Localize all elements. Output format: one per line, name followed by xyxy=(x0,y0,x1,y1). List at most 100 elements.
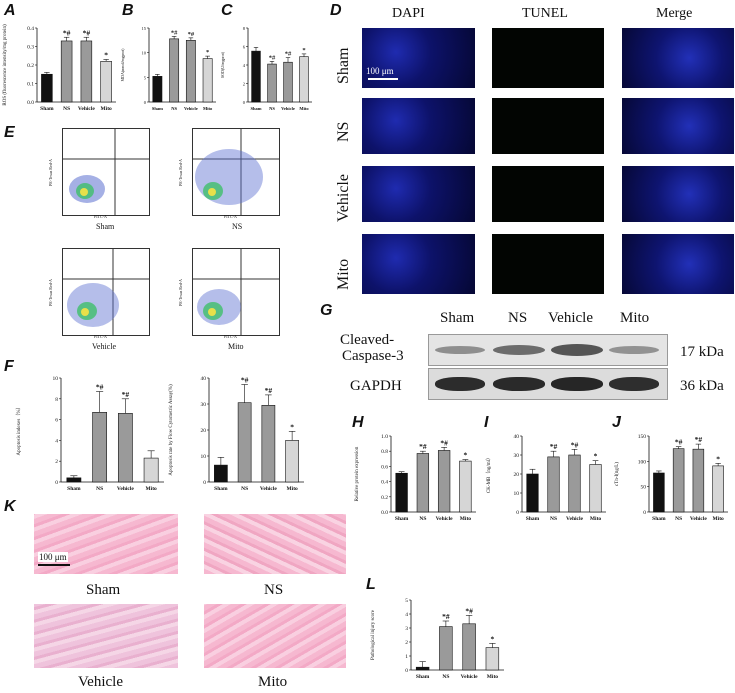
bar-sham xyxy=(653,472,665,513)
micro-vehicle-merge xyxy=(622,166,734,222)
micro-vehicle-dapi xyxy=(362,166,475,222)
panel-label-k: K xyxy=(4,498,16,515)
panel-label-l: L xyxy=(366,576,376,593)
y-tick-label: 2 xyxy=(405,640,408,646)
y-tick-label: 30 xyxy=(514,453,520,459)
y-axis-label: cTn-I(ng/L) xyxy=(615,462,620,486)
pathological-score-bar-chart: 0 1 2 3 4 5 Pathological injury score Sham NS *# V… xyxy=(371,598,504,680)
micro-ns-tunel xyxy=(492,98,604,154)
wb-band-sham-gapdh xyxy=(435,377,485,391)
y-tick-label: 40 xyxy=(514,434,520,440)
y-tick-label: 20 xyxy=(201,428,207,434)
y-tick-label: 4 xyxy=(243,63,246,68)
y-tick-label: 0.1 xyxy=(27,82,34,88)
y-tick-label: 4 xyxy=(55,438,58,444)
ctni-bar-chart: 0 50 100 150 cTn-I(ng/L) Sham NS *# Vehicle *# Mit… xyxy=(615,434,728,522)
bar-vehicle xyxy=(692,448,705,513)
wb-lane-vehicle: Vehicle xyxy=(548,310,593,326)
significance-mark: * xyxy=(104,50,108,59)
bar-ns xyxy=(416,453,430,513)
bar-mito xyxy=(712,465,724,513)
y-tick-label: 0.4 xyxy=(27,26,34,32)
y-axis-label: Relative protein expression xyxy=(355,446,360,501)
scale-bar xyxy=(368,78,398,80)
x-tick-label: Sham xyxy=(67,486,81,492)
x-tick-label: Vehicle xyxy=(184,106,198,111)
y-axis-label: SOD(U/mgprot) xyxy=(220,51,225,78)
bar-vehicle xyxy=(437,450,451,513)
x-tick-label: Vehicle xyxy=(690,516,707,522)
significance-mark: *# xyxy=(171,29,178,36)
flow-yaxis-sham: PE-Texas Red-A xyxy=(48,159,53,186)
y-tick-label: 10 xyxy=(514,491,520,497)
significance-mark: *# xyxy=(440,438,448,447)
flow-xaxis-ns: FITC-A xyxy=(224,214,237,219)
y-tick-label: 5 xyxy=(144,75,147,80)
bar-sham xyxy=(152,76,163,103)
he-label-mito: Mito xyxy=(258,674,288,690)
wb-kda-caspase: 17 kDa xyxy=(680,344,724,360)
x-tick-label: Vehicle xyxy=(566,516,583,522)
y-axis-label: CK-MB（ng/ml） xyxy=(486,455,492,493)
y-tick-label: 0.3 xyxy=(27,45,34,51)
panel-label-f: F xyxy=(4,358,14,375)
bar-ns xyxy=(547,456,560,513)
mda-bar-chart: 0 5 10 15 MDA(nmol/mgprot) Sham NS *# Vehicle *# M… xyxy=(120,26,216,111)
y-axis-label: Apoptosis rate by Flow Cytometric Assay(… xyxy=(169,384,174,476)
significance-mark: *# xyxy=(63,28,71,37)
x-tick-label: Vehicle xyxy=(281,106,295,111)
x-tick-label: Mito xyxy=(203,106,213,111)
wb-lane-sham: Sham xyxy=(440,310,475,326)
y-tick-label: 4 xyxy=(405,612,408,618)
bar-mito xyxy=(459,460,472,513)
bar-sham xyxy=(251,50,261,103)
bar-sham xyxy=(214,464,228,483)
y-tick-label: 0 xyxy=(243,100,246,105)
y-tick-label: 10 xyxy=(201,454,207,460)
y-tick-label: 0.6 xyxy=(381,464,388,470)
bar-vehicle xyxy=(261,404,276,483)
bar-vehicle xyxy=(462,623,476,671)
panel-label-h: H xyxy=(352,414,364,431)
y-tick-label: 0 xyxy=(203,480,206,486)
x-tick-label: Sham xyxy=(652,516,666,522)
wb-band-ns-gapdh xyxy=(493,377,545,391)
x-tick-label: NS xyxy=(171,106,177,111)
x-tick-label: Sham xyxy=(214,486,228,492)
significance-mark: * xyxy=(594,452,598,461)
flow-xaxis-mito: FITC-A xyxy=(224,334,237,339)
panel-label-d: D xyxy=(330,2,342,19)
he-image-sham: 100 μm xyxy=(34,514,178,574)
significance-mark: *# xyxy=(241,376,249,385)
bar-ns xyxy=(60,40,73,103)
x-tick-label: Vehicle xyxy=(260,486,277,492)
flow-plot-ns xyxy=(192,128,280,216)
x-tick-label: Sham xyxy=(40,106,54,112)
dapi-column-header: DAPI xyxy=(392,6,425,21)
significance-mark: *# xyxy=(96,383,104,392)
flow-scatter-mito xyxy=(193,249,279,335)
bar-ns xyxy=(439,626,453,671)
he-image-ns xyxy=(204,514,346,574)
panel-label-j: J xyxy=(612,414,621,431)
y-tick-label: 10 xyxy=(142,51,147,56)
wb-band-label-caspase-line1: Cleaved- xyxy=(340,332,395,348)
y-tick-label: 100 xyxy=(638,459,647,465)
bar-mito xyxy=(299,56,309,103)
panel-label-i: I xyxy=(484,414,489,431)
x-tick-label: Vehicle xyxy=(436,516,453,522)
x-tick-label: NS xyxy=(241,486,248,492)
x-tick-label: Vehicle xyxy=(461,674,478,680)
y-tick-label: 2 xyxy=(55,459,58,465)
y-tick-label: 15 xyxy=(142,26,147,31)
wb-blot-gapdh xyxy=(428,368,668,400)
micro-sham-tunel xyxy=(492,28,604,88)
significance-mark: *# xyxy=(265,386,273,395)
bar-mito xyxy=(143,457,159,483)
wb-band-ns-caspase xyxy=(493,345,545,355)
significance-mark: *# xyxy=(122,390,130,399)
bar-ns xyxy=(267,63,277,103)
merge-column-header: Merge xyxy=(656,6,693,21)
y-axis-label: Pathological injury score xyxy=(371,609,376,660)
x-tick-label: Sham xyxy=(395,516,409,522)
